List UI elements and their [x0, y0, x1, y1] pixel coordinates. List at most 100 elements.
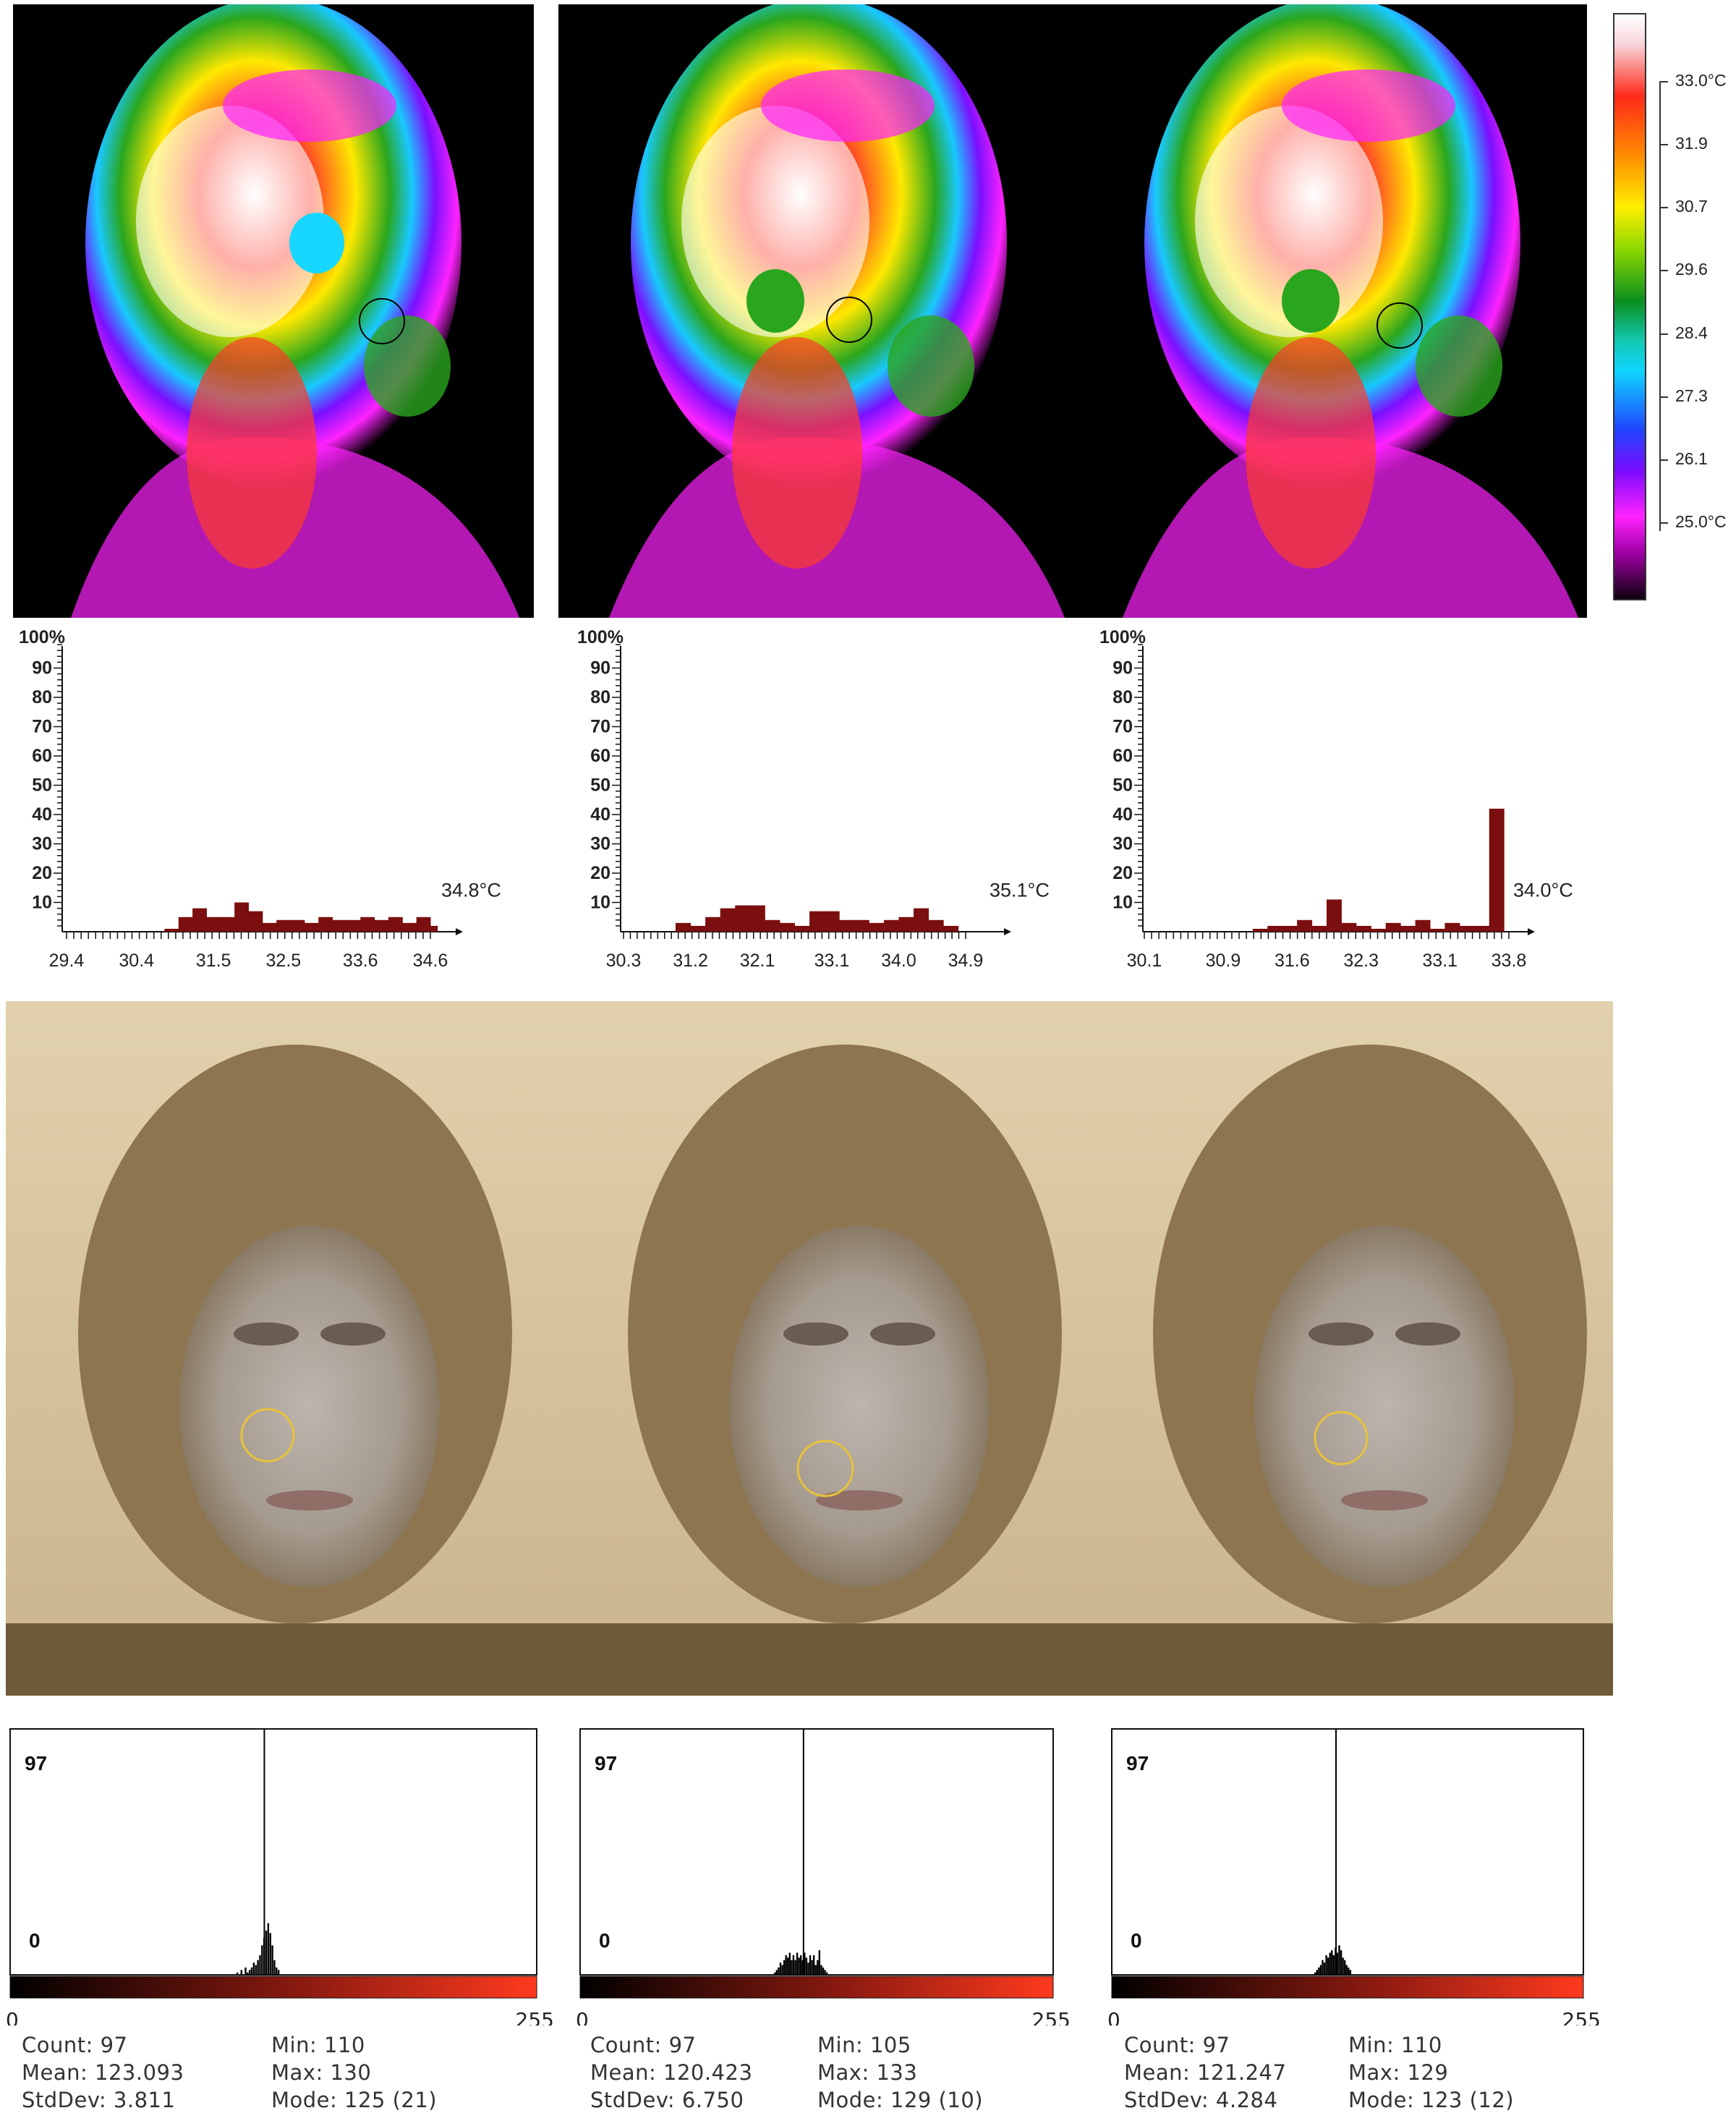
histogram-bar: [794, 1960, 796, 1975]
histogram-bar: [423, 917, 431, 932]
stats-panel-3: Count: 97 Mean: 121.247 StdDev: 4.284 Mi…: [1124, 2033, 1616, 2120]
histogram-bar: [807, 1962, 809, 1975]
histogram-bar: [1444, 922, 1460, 932]
histogram-bar: [1325, 1955, 1327, 1975]
histogram-bar: [283, 919, 292, 932]
gray-histogram-2: 97 0 0 255: [576, 1728, 1071, 2026]
histogram-bar: [1331, 1950, 1333, 1975]
stat-max: Max: 133: [817, 2060, 918, 2085]
histogram-bar: [1343, 1960, 1346, 1975]
histogram-bar: [785, 1955, 787, 1975]
gray-histogram-1: 97 0 0 255: [6, 1728, 554, 2026]
histogram-bar: [1311, 925, 1327, 932]
histogram-bar: [206, 917, 214, 932]
roi-circle: [1314, 1411, 1369, 1466]
gray-scale-bar: [579, 1976, 1054, 1999]
y-tick-label: 80: [590, 687, 610, 707]
y-max-label: 97: [25, 1752, 47, 1774]
histogram-bar: [765, 919, 780, 932]
histogram-bar: [1474, 925, 1490, 932]
y-max-label: 97: [595, 1752, 617, 1774]
colorbar-tick: [1659, 207, 1668, 209]
histogram-bar: [801, 1960, 804, 1975]
histogram-bar: [820, 1965, 822, 1975]
roi-circle: [240, 1408, 295, 1463]
stat-count: Count: 97: [22, 2033, 128, 2057]
histogram-bar: [374, 919, 382, 932]
histogram-bar: [778, 1967, 780, 1975]
stat-mean: Mean: 121.247: [1124, 2060, 1287, 2085]
x-tick-label: 32.3: [1343, 951, 1379, 971]
y-tick-label: 90: [1112, 658, 1133, 679]
histogram-bar: [244, 1967, 247, 1975]
histogram-bar: [367, 917, 375, 932]
histogram-bar: [811, 1960, 813, 1975]
histogram-bar: [883, 919, 899, 932]
histogram-bar: [234, 902, 242, 932]
x-tick-label: 30.9: [1206, 951, 1241, 971]
temperature-histogram-1: 100% 10 20 30 40 50 60 70 80 90 29.4 30.4 31.5 32.5 33…: [19, 627, 501, 971]
x-axis-arrow: [1528, 928, 1535, 935]
histogram-bar: [178, 917, 186, 932]
y-axis-top-label: 100%: [1099, 627, 1146, 647]
histogram-bar: [381, 919, 389, 932]
x-axis-max-label: 255: [1032, 2008, 1071, 2026]
y-min-label: 0: [599, 1929, 610, 1952]
stat-mode: Mode: 129 (10): [817, 2088, 984, 2112]
y-tick-label: 80: [1112, 687, 1133, 707]
histogram-bar: [332, 919, 340, 932]
histogram-bar: [277, 1970, 280, 1975]
stat-max: Max: 130: [271, 2060, 372, 2085]
histogram-bar: [943, 925, 959, 932]
y-tick-label: 70: [1112, 717, 1133, 737]
histogram-bar: [824, 1970, 826, 1975]
histogram-bar: [798, 1958, 800, 1975]
colorbar-tick-label: 27.3: [1675, 386, 1708, 405]
stat-stddev: StdDev: 3.811: [22, 2088, 176, 2112]
histogram-bar: [1385, 922, 1401, 932]
stats-panel-1: Count: 97 Mean: 123.093 StdDev: 3.811 Mi…: [22, 2033, 542, 2120]
colorbar-tick: [1659, 144, 1668, 146]
histogram-bar: [804, 1952, 806, 1975]
histogram-bar: [1314, 1972, 1316, 1975]
histogram-bar: [1267, 925, 1283, 932]
histogram-bar: [1371, 928, 1387, 932]
colorbar-tick-label: 33.0°C: [1675, 71, 1727, 90]
histogram-bar: [311, 922, 319, 932]
histogram-bar: [346, 919, 354, 932]
x-tick-label: 29.4: [49, 951, 85, 971]
colorbar-tick: [1659, 459, 1668, 461]
histogram-bar: [199, 908, 207, 932]
temperature-histogram-2: 100% 10 20 30 40 50 60 70 80 90 30.3 31.2 32.1 33.1 34…: [577, 627, 1050, 971]
histogram-bar: [1459, 925, 1475, 932]
histogram-bar: [1327, 899, 1342, 932]
stat-count: Count: 97: [590, 2033, 697, 2057]
histogram-frame: [1111, 1728, 1584, 1976]
histogram-bar: [792, 1955, 795, 1975]
colorbar-tick-label: 29.6: [1675, 260, 1708, 279]
histogram-bar: [796, 1952, 799, 1975]
histogram-bar: [1430, 928, 1445, 932]
histogram-bar: [185, 917, 193, 932]
histogram-bar: [409, 922, 417, 932]
x-axis-max-label: 255: [516, 2008, 554, 2026]
colorbar-tick-label: 30.7: [1675, 197, 1708, 216]
histogram-bar: [1341, 922, 1357, 932]
y-tick-label: 50: [32, 775, 52, 796]
y-max-label: 97: [1126, 1752, 1149, 1774]
gray-histogram-3: 97 0 0 255: [1107, 1728, 1601, 2026]
y-tick-label: 50: [1112, 775, 1133, 796]
stat-min: Min: 110: [271, 2033, 365, 2057]
histogram-bar: [430, 925, 438, 932]
histogram-bar: [822, 1967, 825, 1975]
histogram-bar: [1318, 1967, 1320, 1975]
histogram-bar: [1340, 1950, 1343, 1975]
histogram-bar: [388, 917, 396, 932]
x-tick-label: 34.0: [881, 951, 916, 971]
histogram-bar: [869, 922, 885, 932]
x-tick-label: 32.1: [740, 951, 775, 971]
histogram-bar: [255, 1965, 257, 1975]
y-tick-label: 30: [590, 834, 610, 854]
histogram-frame: [9, 1728, 537, 1976]
histogram-bar: [735, 905, 751, 932]
